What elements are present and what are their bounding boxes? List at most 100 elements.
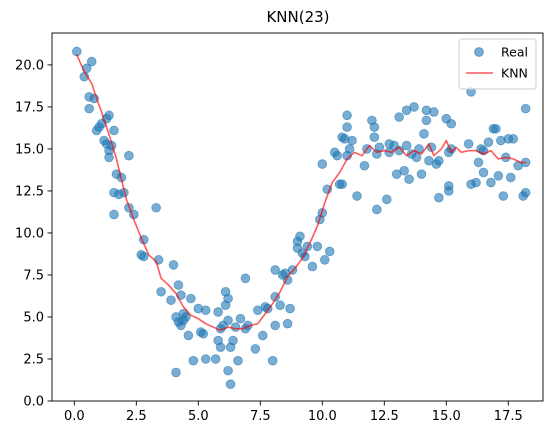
real-point xyxy=(369,132,380,142)
x-tick-label: 15.0 xyxy=(432,409,461,424)
real-point xyxy=(446,118,457,129)
y-tick-label: 2.5 xyxy=(23,352,44,367)
real-point xyxy=(198,328,209,339)
real-point xyxy=(520,103,531,114)
legend-label: KNN xyxy=(501,66,528,81)
real-point xyxy=(223,315,233,326)
real-point xyxy=(151,202,161,213)
real-point xyxy=(173,280,184,290)
real-point xyxy=(223,293,233,304)
x-tick-label: 10.0 xyxy=(308,409,337,424)
y-tick-label: 20.0 xyxy=(15,58,44,73)
real-point xyxy=(285,303,295,314)
real-point xyxy=(166,295,176,305)
x-tick-label: 2.5 xyxy=(126,409,147,424)
real-point xyxy=(86,56,97,67)
x-tick-label: 5.0 xyxy=(188,409,209,424)
real-point xyxy=(434,155,444,166)
real-point xyxy=(270,320,280,331)
real-point xyxy=(332,150,342,161)
real-point xyxy=(347,135,357,146)
real-point xyxy=(250,344,261,354)
y-tick-label: 5.0 xyxy=(23,310,44,325)
x-tick-label: 17.5 xyxy=(494,409,523,424)
real-point xyxy=(109,209,119,220)
real-point xyxy=(275,300,285,311)
real-point xyxy=(104,152,114,163)
axes: 0.0 2.5 5.0 7.5 10.0 12.5 15.0 17.5 0.0 2.5 5.0 7.5… xyxy=(15,32,544,424)
real-point xyxy=(493,171,504,181)
real-point xyxy=(324,246,335,257)
real-point xyxy=(401,140,412,151)
real-point xyxy=(138,251,149,262)
real-point xyxy=(434,192,444,203)
real-point xyxy=(307,261,318,272)
real-point xyxy=(183,330,194,341)
real-point xyxy=(411,152,422,163)
real-point xyxy=(505,172,516,183)
real-point xyxy=(337,179,347,190)
legend: Real KNN xyxy=(458,38,537,90)
real-point xyxy=(342,122,352,132)
real-point xyxy=(359,160,370,171)
knn-line xyxy=(76,54,527,332)
real-point xyxy=(156,286,166,297)
real-point xyxy=(429,107,439,117)
x-tick-label: 7.5 xyxy=(250,409,271,424)
real-point xyxy=(257,330,268,341)
real-point xyxy=(471,177,481,188)
real-point xyxy=(409,102,419,112)
legend-label: Real xyxy=(501,45,528,60)
real-point xyxy=(478,167,489,178)
real-point xyxy=(419,129,429,139)
y-tick-label: 12.5 xyxy=(15,184,44,199)
y-tick-label: 15.0 xyxy=(15,142,44,157)
real-point xyxy=(124,150,134,161)
real-point xyxy=(240,273,251,284)
real-point xyxy=(369,122,380,132)
real-point xyxy=(372,204,382,215)
y-tick-label: 10.0 xyxy=(15,226,44,241)
real-point xyxy=(186,293,196,304)
real-point xyxy=(228,335,238,346)
real-point xyxy=(463,139,474,149)
real-point xyxy=(486,177,496,188)
real-point xyxy=(319,255,330,265)
real-point xyxy=(168,260,179,270)
real-point xyxy=(200,305,211,316)
real-point xyxy=(267,355,278,366)
real-point xyxy=(215,342,226,353)
real-point xyxy=(104,110,114,121)
real-point xyxy=(352,191,362,201)
y-tick-label: 0.0 xyxy=(23,395,44,410)
real-point xyxy=(188,355,199,366)
real-point xyxy=(520,187,531,198)
real-point xyxy=(404,174,414,184)
real-point xyxy=(421,115,432,126)
real-point xyxy=(270,265,280,275)
real-point xyxy=(230,322,241,332)
real-point xyxy=(394,112,404,122)
real-point xyxy=(483,137,494,148)
real-point xyxy=(381,194,392,205)
axes-frame xyxy=(51,32,544,402)
legend-marker-real xyxy=(474,47,484,57)
real-point xyxy=(210,354,221,364)
real-point xyxy=(153,255,164,265)
y-tick-label: 17.5 xyxy=(15,100,44,115)
real-point xyxy=(225,379,236,390)
real-point xyxy=(443,186,454,196)
real-point xyxy=(491,123,501,134)
real-point xyxy=(344,144,355,154)
real-point xyxy=(223,365,233,376)
series-group xyxy=(72,46,531,390)
real-point xyxy=(233,355,243,366)
real-point xyxy=(213,307,223,317)
chart-title: KNN(23) xyxy=(266,8,329,26)
real-point xyxy=(171,367,181,378)
real-point xyxy=(416,169,427,179)
real-point xyxy=(295,231,305,242)
real-point xyxy=(312,241,323,252)
x-tick-label: 12.5 xyxy=(370,409,399,424)
